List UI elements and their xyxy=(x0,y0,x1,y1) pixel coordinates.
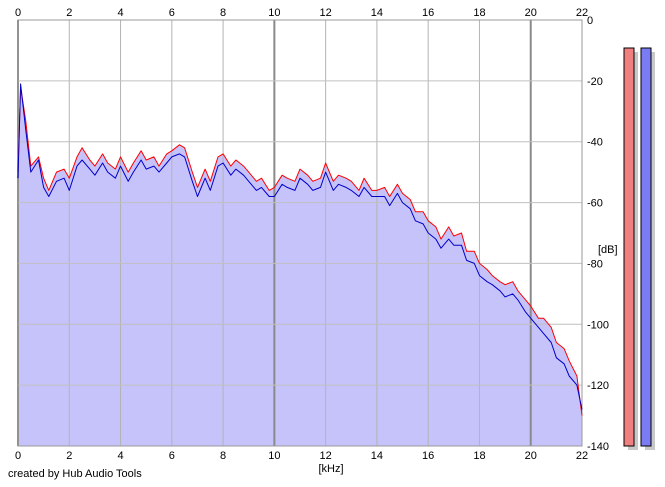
x-tick-label-bottom: 10 xyxy=(268,450,280,462)
y-tick-label: 0 xyxy=(587,15,593,27)
x-axis-unit-label: [kHz] xyxy=(318,463,343,475)
x-tick-label-bottom: 6 xyxy=(169,450,175,462)
x-tick-label-bottom: 20 xyxy=(525,450,537,462)
x-tick-label-bottom: 18 xyxy=(473,450,485,462)
x-tick-label-bottom: 12 xyxy=(320,450,332,462)
plot-frame xyxy=(17,19,583,447)
x-tick-label-top: 0 xyxy=(15,7,21,19)
y-tick-label: -80 xyxy=(587,258,603,270)
y-tick-label: -40 xyxy=(587,137,603,149)
x-tick-label-bottom: 14 xyxy=(371,450,383,462)
level-meter-right xyxy=(640,47,652,447)
x-tick-label-bottom: 22 xyxy=(576,450,588,462)
x-tick-label-bottom: 2 xyxy=(66,450,72,462)
x-tick-label-top: 18 xyxy=(473,7,485,19)
x-tick-label-top: 6 xyxy=(169,7,175,19)
level-meters xyxy=(623,47,655,450)
level-meter-left xyxy=(623,47,635,447)
y-axis-unit-label: [dB] xyxy=(598,244,618,256)
series-line-1 xyxy=(17,86,583,416)
grid-layer xyxy=(17,19,583,447)
spectrum-fill-area xyxy=(18,86,582,447)
series-layer xyxy=(17,83,583,416)
x-tick-label-top: 20 xyxy=(525,7,537,19)
x-tick-label-top: 16 xyxy=(422,7,434,19)
y-tick-label: -20 xyxy=(587,76,603,88)
y-tick-label: -100 xyxy=(587,319,609,331)
spectrum-fill-layer xyxy=(18,86,582,447)
x-ticks-top: 0 2 4 6 8 10 12 14 16 18 20 22 xyxy=(15,7,588,19)
x-tick-label-top: 14 xyxy=(371,7,383,19)
x-tick-label-top: 2 xyxy=(66,7,72,19)
x-tick-label-bottom: 16 xyxy=(422,450,434,462)
x-tick-label-top: 10 xyxy=(268,7,280,19)
x-tick-label-top: 4 xyxy=(117,7,123,19)
y-ticks: 0 -20 -40 -60 -80 -100 -120 -140 xyxy=(587,15,609,453)
x-tick-label-bottom: 0 xyxy=(15,450,21,462)
x-tick-label-top: 22 xyxy=(576,7,588,19)
y-tick-label: -140 xyxy=(587,441,609,453)
x-tick-label-top: 8 xyxy=(220,7,226,19)
x-tick-label-bottom: 4 xyxy=(117,450,123,462)
credit-text: created by Hub Audio Tools xyxy=(8,468,142,480)
x-ticks-bottom: 0 2 4 6 8 10 12 14 16 18 20 22 xyxy=(15,450,588,462)
y-tick-label: -120 xyxy=(587,380,609,392)
series-line-2 xyxy=(17,83,583,410)
y-tick-label: -60 xyxy=(587,198,603,210)
x-tick-label-bottom: 8 xyxy=(220,450,226,462)
x-tick-label-top: 12 xyxy=(320,7,332,19)
